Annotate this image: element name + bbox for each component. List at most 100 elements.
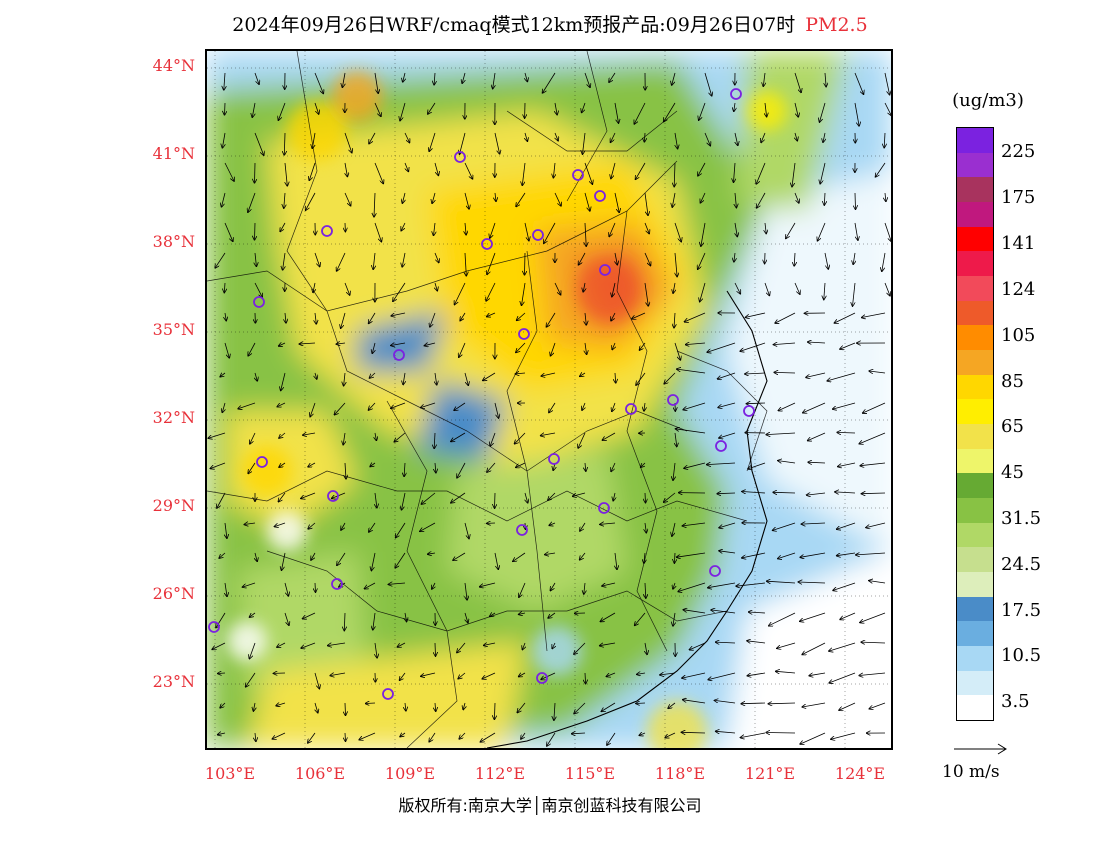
wind-vector [644, 402, 645, 411]
wind-vector [457, 462, 466, 478]
wind-vector [574, 702, 586, 714]
wind-vector [683, 402, 706, 410]
wind-vector [519, 582, 526, 597]
wind-vector [884, 282, 890, 296]
wind-vector [698, 162, 706, 176]
wind-vector [677, 552, 706, 557]
wind-vector [219, 552, 226, 558]
wind-reference-label: 10 m/s [942, 762, 1000, 782]
wind-vector [677, 369, 706, 374]
wind-vector [421, 492, 436, 504]
wind-vector [403, 372, 405, 385]
wind-vector [582, 102, 586, 113]
wind-vector [809, 672, 826, 676]
wind-vector [866, 522, 886, 528]
wind-vector [487, 312, 496, 317]
lon-label: 109°E [384, 764, 436, 783]
wind-vector [434, 162, 438, 175]
wind-vector [487, 462, 496, 472]
wind-vector [644, 252, 651, 266]
wind-vector [613, 492, 615, 501]
wind-vector [344, 612, 345, 631]
wind-vector [611, 312, 616, 321]
wind-vector [314, 672, 319, 689]
wind-vector [522, 642, 525, 650]
wind-vector [525, 252, 526, 275]
wind-vector [600, 612, 616, 622]
wind-vector [717, 493, 736, 494]
wind-vector [519, 673, 526, 677]
wind-vector [756, 162, 766, 184]
wind-vector [516, 462, 526, 467]
wind-vector [430, 312, 436, 327]
wind-vector [279, 462, 286, 467]
wind-vector [612, 342, 615, 350]
wind-vector [369, 522, 376, 532]
wind-vector [375, 432, 376, 440]
wind-vector [224, 342, 229, 358]
wind-vector [432, 582, 435, 589]
wind-vector [672, 192, 675, 207]
wind-vector [393, 282, 406, 301]
wind-vector [838, 462, 856, 467]
wind-vector [869, 371, 886, 373]
wind-vector [678, 582, 706, 592]
wind-vector [735, 132, 738, 145]
wind-vector [718, 402, 736, 408]
wind-vector [835, 492, 856, 493]
wind-vector [544, 222, 556, 243]
wind-vector [829, 642, 856, 651]
wind-vector [549, 402, 556, 413]
wind-vector [602, 582, 616, 586]
wind-vector [280, 222, 286, 231]
wind-vector [484, 643, 496, 645]
wind-vector [225, 582, 227, 596]
wind-vector [490, 613, 496, 616]
wind-vector [541, 672, 556, 679]
wind-vector [345, 462, 346, 479]
wind-vector [884, 72, 890, 95]
wind-vector [400, 102, 406, 121]
wind-vector [284, 192, 285, 208]
legend-swatch [957, 350, 993, 376]
wind-vector [217, 492, 226, 508]
wind-vector [800, 732, 826, 744]
wind-vector [747, 641, 766, 643]
wind-vector [584, 72, 590, 87]
wind-vector [344, 132, 352, 153]
wind-vector [794, 102, 798, 117]
wind-vector [579, 252, 586, 265]
wind-vector [375, 642, 377, 658]
wind-vector [803, 402, 826, 413]
wind-vector [741, 703, 766, 704]
wind-vector [800, 612, 826, 621]
wind-vector [454, 402, 466, 410]
wind-vector [800, 552, 826, 557]
wind-vector [272, 732, 286, 739]
legend-swatch [957, 226, 993, 252]
wind-vector [554, 702, 555, 720]
legend-label: 17.5 [1001, 600, 1042, 621]
wind-vector [601, 702, 616, 711]
wind-vector [524, 222, 529, 241]
wind-vector [602, 432, 616, 440]
wind-vector [859, 432, 886, 444]
wind-vector [344, 282, 350, 295]
wind-vector [334, 402, 346, 415]
wind-vector [856, 553, 886, 555]
wind-vector [700, 192, 706, 203]
wind-vector [424, 343, 436, 346]
wind-vector [757, 192, 766, 208]
wind-vector [833, 402, 856, 409]
wind-vector [808, 462, 826, 463]
wind-vector [876, 162, 886, 177]
wind-vector [374, 72, 378, 93]
wind-vector [315, 702, 318, 713]
wind-vector [778, 402, 796, 411]
lon-label: 115°E [564, 764, 616, 783]
wind-vector [699, 102, 706, 120]
legend-label: 31.5 [1001, 508, 1042, 529]
wind-vector [664, 492, 676, 502]
wind-vector [493, 72, 495, 89]
wind-vector [808, 342, 826, 343]
